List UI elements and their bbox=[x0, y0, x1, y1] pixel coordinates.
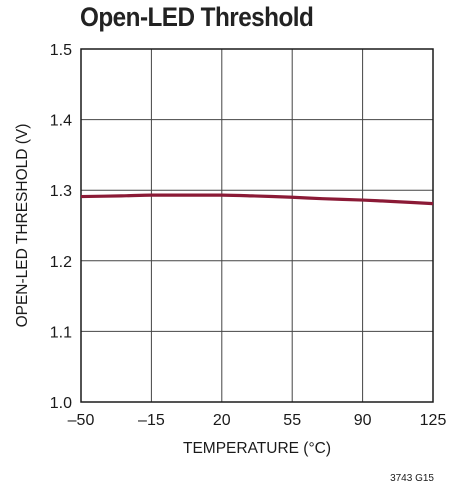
x-tick-label: –50 bbox=[68, 412, 95, 429]
series-layer bbox=[80, 193, 434, 206]
y-tick-label: 1.1 bbox=[50, 324, 72, 341]
x-tick-label: 55 bbox=[283, 412, 301, 429]
y-tick-label: 1.3 bbox=[50, 183, 72, 200]
x-tick-label: 90 bbox=[354, 412, 372, 429]
grid-lines bbox=[81, 49, 433, 402]
figure-code: 3743 G15 bbox=[390, 473, 434, 484]
x-tick-label: 125 bbox=[420, 412, 447, 429]
x-tick-label: –15 bbox=[138, 412, 165, 429]
y-tick-label: 1.4 bbox=[50, 113, 72, 130]
x-tick-label: 20 bbox=[213, 412, 231, 429]
chart-title: Open-LED Threshold bbox=[80, 2, 314, 32]
y-axis-label: OPEN-LED THRESHOLD (V) bbox=[14, 124, 31, 328]
y-tick-labels: 1.0 1.1 1.2 1.3 1.4 1.5 bbox=[50, 42, 72, 412]
y-tick-label: 1.2 bbox=[50, 254, 72, 271]
series-line-open-led-threshold bbox=[80, 193, 434, 206]
plot-area bbox=[81, 49, 433, 402]
y-tick-label: 1.0 bbox=[50, 395, 72, 412]
x-tick-labels: –50 –15 20 55 90 125 bbox=[68, 412, 447, 429]
plot-frame bbox=[80, 48, 434, 403]
x-axis-label: TEMPERATURE (°C) bbox=[183, 440, 331, 457]
y-tick-label: 1.5 bbox=[50, 42, 72, 59]
